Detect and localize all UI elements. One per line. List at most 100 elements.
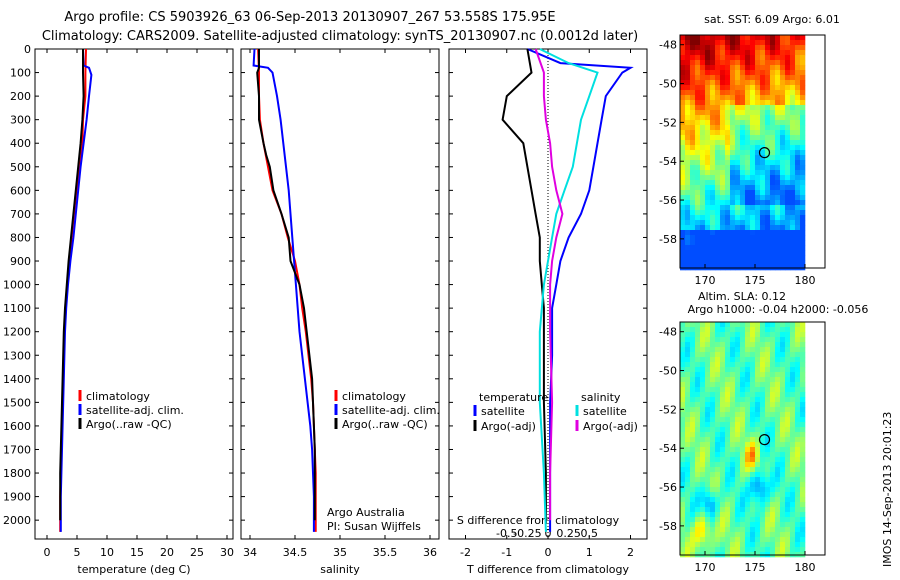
temperature-x-tick-label: 5 bbox=[74, 546, 81, 559]
sst_map-y-tick-label: -56 bbox=[659, 194, 677, 207]
salinity-panel: 34 34.5 35 35.5 36 salinity climatologysatelli… bbox=[240, 48, 440, 576]
differences-x-tick-label: -2 bbox=[460, 546, 471, 559]
salinity-x-axis-label: salinity bbox=[320, 563, 360, 576]
sst_map-y-tick-label: -58 bbox=[659, 233, 677, 246]
differences-x-tick-label: 0 bbox=[545, 546, 552, 559]
temperature-x-axis-label: temperature (deg C) bbox=[77, 563, 190, 576]
sla_map-y-tick-label: -56 bbox=[659, 481, 677, 494]
temperature-x-tick-label: 10 bbox=[100, 546, 114, 559]
y-tick-label: 900 bbox=[10, 255, 31, 268]
y-tick-label: 1400 bbox=[3, 373, 31, 386]
sla_map-cells bbox=[680, 322, 806, 558]
sst_map-x-tick-label: 180 bbox=[795, 274, 816, 287]
y-tick-label: 200 bbox=[10, 90, 31, 103]
salinity-series-climatology bbox=[257, 48, 317, 532]
legend-label: Argo(-adj) bbox=[481, 420, 536, 433]
legend-label: Argo(-adj) bbox=[583, 420, 638, 433]
sla_map-x-tick-label: 170 bbox=[695, 561, 716, 574]
temperature-axes-box bbox=[34, 48, 234, 540]
legend-title-temperature: temperature bbox=[479, 391, 548, 404]
y-tick-label: 100 bbox=[10, 67, 31, 80]
y-tick-label: 0 bbox=[24, 43, 31, 56]
differences-x-tick-label: -1 bbox=[501, 546, 512, 559]
s-diff-tick-label: -0.25 bbox=[513, 527, 541, 540]
y-tick-label: 1300 bbox=[3, 349, 31, 362]
temperature-x-tick-label: 0 bbox=[44, 546, 51, 559]
y-tick-label: 1800 bbox=[3, 467, 31, 480]
y-tick-label: 300 bbox=[10, 114, 31, 127]
y-tick-label: 800 bbox=[10, 231, 31, 244]
sst_map-title: sat. SST: 6.09 Argo: 6.01 bbox=[704, 13, 840, 26]
sst_map-y-tick-label: -48 bbox=[659, 39, 677, 52]
sst_map-y-tick-label: -54 bbox=[659, 155, 677, 168]
argo-position-marker bbox=[758, 434, 771, 446]
legend-label: Argo(..raw -QC) bbox=[86, 418, 172, 431]
salinity-x-tick-label: 36 bbox=[423, 546, 437, 559]
y-tick-label: 1600 bbox=[3, 420, 31, 433]
sla_map-x-tick-label: 175 bbox=[745, 561, 766, 574]
imos-stamp: IMOS 14-Sep-2013 20:01:23 bbox=[881, 412, 894, 567]
sst_map-axes-box bbox=[679, 34, 826, 269]
s-diff-tick-label: 0.5 bbox=[581, 527, 599, 540]
sla_map-x-tick-label: 180 bbox=[795, 561, 816, 574]
temperature-x-tick-label: 30 bbox=[220, 546, 234, 559]
temperature-panel: 0100200300400500600700800900100011001200… bbox=[3, 43, 234, 576]
figure-title-line2: Climatology: CARS2009. Satellite-adjuste… bbox=[42, 29, 638, 44]
differences-axes-box bbox=[448, 48, 648, 540]
s-diff-tick-label: -0.5 bbox=[496, 527, 517, 540]
argo-position-marker bbox=[758, 147, 771, 159]
differences-series-argo-adj- bbox=[534, 48, 564, 521]
temperature-x-tick-label: 20 bbox=[160, 546, 174, 559]
y-tick-label: 1000 bbox=[3, 279, 31, 292]
sla_map-y-tick-label: -48 bbox=[659, 326, 677, 339]
sst_map-x-tick-label: 175 bbox=[745, 274, 766, 287]
y-tick-label: 1100 bbox=[3, 302, 31, 315]
differences-series-argo-adj- bbox=[501, 48, 547, 521]
y-tick-label: 1700 bbox=[3, 443, 31, 456]
sla_map-axes-box bbox=[679, 321, 826, 556]
sla_map-title-line2: Argo h1000: -0.04 h2000: -0.056 bbox=[688, 303, 869, 316]
differences-x-tick-label: 2 bbox=[627, 546, 634, 559]
salinity-x-tick-label: 34 bbox=[243, 546, 257, 559]
legend-label: satellite bbox=[481, 405, 525, 418]
salinity-x-tick-label: 34.5 bbox=[283, 546, 308, 559]
salinity-x-tick-label: 35.5 bbox=[373, 546, 398, 559]
sst_map-y-tick-label: -50 bbox=[659, 78, 677, 91]
y-tick-label: 1900 bbox=[3, 491, 31, 504]
temperature-series-satellite-adj-clim- bbox=[59, 48, 93, 532]
sla-map-panel: -48 -50 -52 -54 -56 -58 170 175 180 Altim. SLA: 0… bbox=[659, 290, 868, 574]
s-diff-tick-label: 0.25 bbox=[556, 527, 581, 540]
salinity-x-tick-label: 35 bbox=[333, 546, 347, 559]
figure-title-line1: Argo profile: CS 5903926_63 06-Sep-2013 … bbox=[64, 10, 555, 25]
y-tick-label: 700 bbox=[10, 208, 31, 221]
legend-label: satellite-adj. clim. bbox=[86, 404, 184, 417]
y-tick-label: 500 bbox=[10, 161, 31, 174]
differences-x-axis-label: T difference from climatology bbox=[466, 563, 629, 576]
differences-x-tick-label: 1 bbox=[586, 546, 593, 559]
s-diff-tick-label: 0 bbox=[545, 527, 552, 540]
y-tick-label: 1500 bbox=[3, 396, 31, 409]
legend-title-salinity: salinity bbox=[581, 391, 621, 404]
s-diff-axis-label: S difference from climatology bbox=[457, 514, 620, 527]
legend-label: climatology bbox=[86, 390, 150, 403]
temperature-series-argo-raw-qc- bbox=[59, 49, 85, 521]
y-tick-label: 1200 bbox=[3, 326, 31, 339]
sla_map-y-tick-label: -58 bbox=[659, 520, 677, 533]
sst_map-y-tick-label: -52 bbox=[659, 116, 677, 129]
sla_map-y-tick-label: -54 bbox=[659, 442, 677, 455]
difference-panel: -2 -1 0 1 2 T difference from climatology S di… bbox=[448, 48, 648, 576]
sst-map-panel: -48 -50 -52 -54 -56 -58 170 175 180 sat. SST: 6.0… bbox=[659, 13, 840, 287]
sst_map-cells bbox=[680, 35, 806, 271]
legend-label: satellite bbox=[583, 405, 627, 418]
sla_map-y-tick-label: -50 bbox=[659, 365, 677, 378]
temperature-x-tick-label: 25 bbox=[190, 546, 204, 559]
y-tick-label: 600 bbox=[10, 184, 31, 197]
sla_map-y-tick-label: -52 bbox=[659, 403, 677, 416]
temperature-x-tick-label: 15 bbox=[130, 546, 144, 559]
salinity-series-satellite-adj-clim- bbox=[252, 48, 315, 532]
sst_map-x-tick-label: 170 bbox=[695, 274, 716, 287]
salinity-axes-box bbox=[240, 48, 440, 540]
argo-info-line2: PI: Susan Wijffels bbox=[327, 520, 421, 533]
legend-label: Argo(..raw -QC) bbox=[342, 418, 428, 431]
